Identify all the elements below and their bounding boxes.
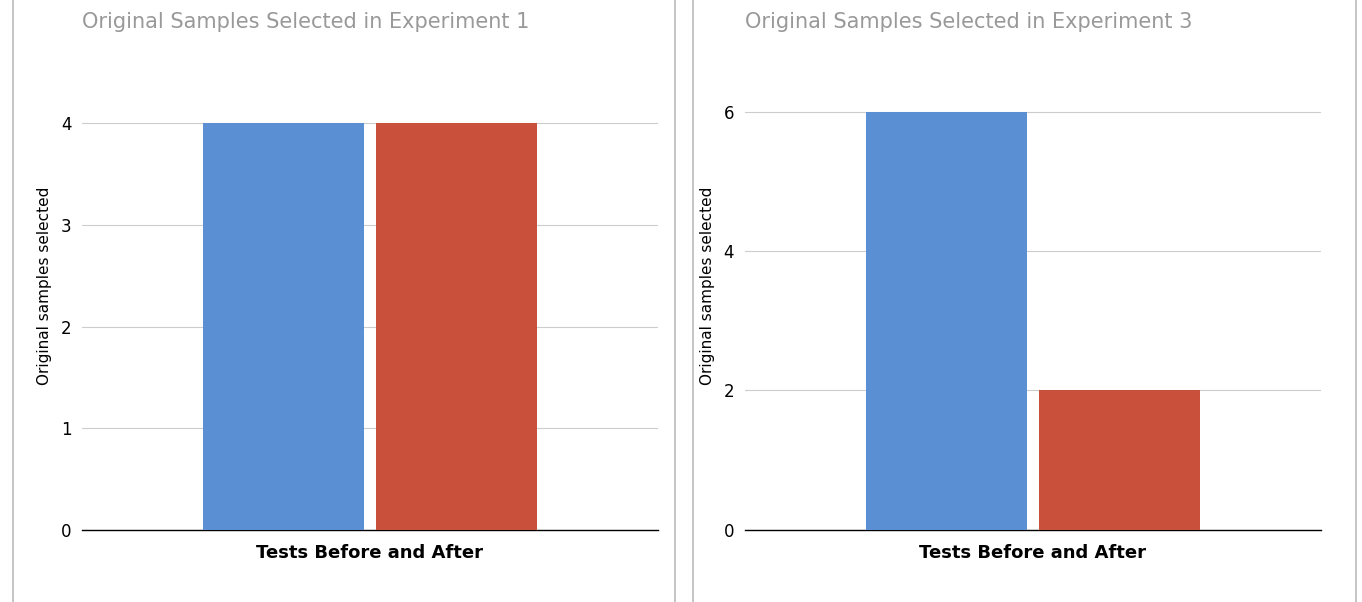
Text: Original Samples Selected in Experiment 1: Original Samples Selected in Experiment … [82, 12, 528, 33]
Bar [203, 123, 364, 530]
Bar [866, 112, 1027, 530]
X-axis label: Tests Before and After: Tests Before and After [919, 544, 1147, 562]
Bar [1039, 391, 1200, 530]
Y-axis label: Original samples selected: Original samples selected [37, 187, 52, 385]
Y-axis label: Original samples selected: Original samples selected [700, 187, 715, 385]
Bar [376, 123, 537, 530]
X-axis label: Tests Before and After: Tests Before and After [256, 544, 484, 562]
Text: Original Samples Selected in Experiment 3: Original Samples Selected in Experiment … [745, 12, 1192, 33]
